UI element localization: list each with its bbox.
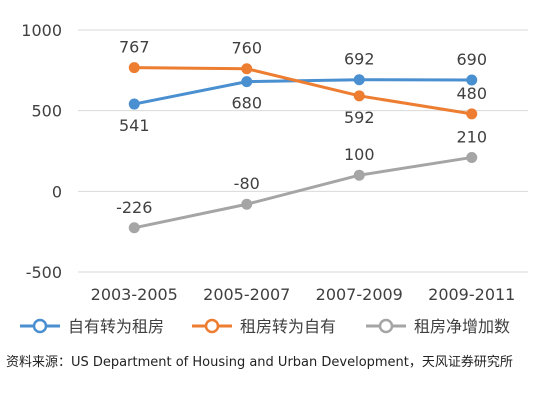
- series-line: [133, 78, 472, 106]
- data-label: 480: [456, 84, 487, 103]
- x-tick-label: 2003-2005: [91, 285, 178, 304]
- data-point: [241, 76, 253, 88]
- data-label: 692: [344, 50, 375, 69]
- data-point: [466, 74, 478, 86]
- series-line: [134, 66, 472, 116]
- data-label: 767: [119, 38, 150, 57]
- line-chart: -500 0 500 1000 2003-2005 2005-2007 2007-2009…: [20, 21, 528, 336]
- data-label: 541: [119, 116, 150, 135]
- data-point: [466, 151, 478, 163]
- y-tick-label: 0: [52, 182, 62, 201]
- y-tick-label: 500: [31, 102, 62, 121]
- data-point: [128, 98, 140, 110]
- data-label: 100: [344, 145, 375, 164]
- x-axis-tick-labels: 2003-2005 2005-2007 2007-2009 2009-2011: [91, 285, 516, 304]
- y-tick-label: 1000: [21, 21, 62, 40]
- data-point: [353, 74, 365, 86]
- data-point: [241, 198, 253, 210]
- data-point: [128, 62, 140, 74]
- data-label: 210: [456, 127, 487, 146]
- x-tick-label: 2005-2007: [203, 285, 290, 304]
- data-labels: 541 680 692 690 767 760 592 480 -226 -80 100 210: [116, 38, 487, 217]
- series-line: [133, 155, 472, 230]
- data-point: [466, 108, 478, 120]
- data-point: [128, 222, 140, 234]
- legend-marker: [32, 318, 48, 334]
- y-tick-label: -500: [26, 263, 62, 282]
- grid-lines: [78, 29, 528, 273]
- legend: 自有转为租房 租房转为自有 租房净增加数: [20, 317, 510, 336]
- data-point: [353, 90, 365, 102]
- x-tick-label: 2007-2009: [316, 285, 403, 304]
- legend-marker: [378, 318, 394, 334]
- legend-label: 租房转为自有: [240, 317, 336, 336]
- series-lines: [128, 62, 478, 234]
- y-axis-tick-labels: -500 0 500 1000: [21, 21, 62, 282]
- data-label: -226: [116, 198, 152, 217]
- data-point: [353, 169, 365, 181]
- data-label: 760: [231, 39, 262, 58]
- data-label: -80: [234, 174, 260, 193]
- data-label: 680: [231, 94, 262, 113]
- legend-label: 租房净增加数: [414, 317, 510, 336]
- data-label: 690: [456, 50, 487, 69]
- data-label: 592: [344, 108, 375, 127]
- x-tick-label: 2009-2011: [428, 285, 515, 304]
- source-note: 资料来源：US Department of Housing and Urban …: [6, 355, 513, 370]
- legend-marker: [204, 318, 220, 334]
- legend-label: 自有转为租房: [68, 317, 164, 336]
- data-point: [241, 63, 253, 75]
